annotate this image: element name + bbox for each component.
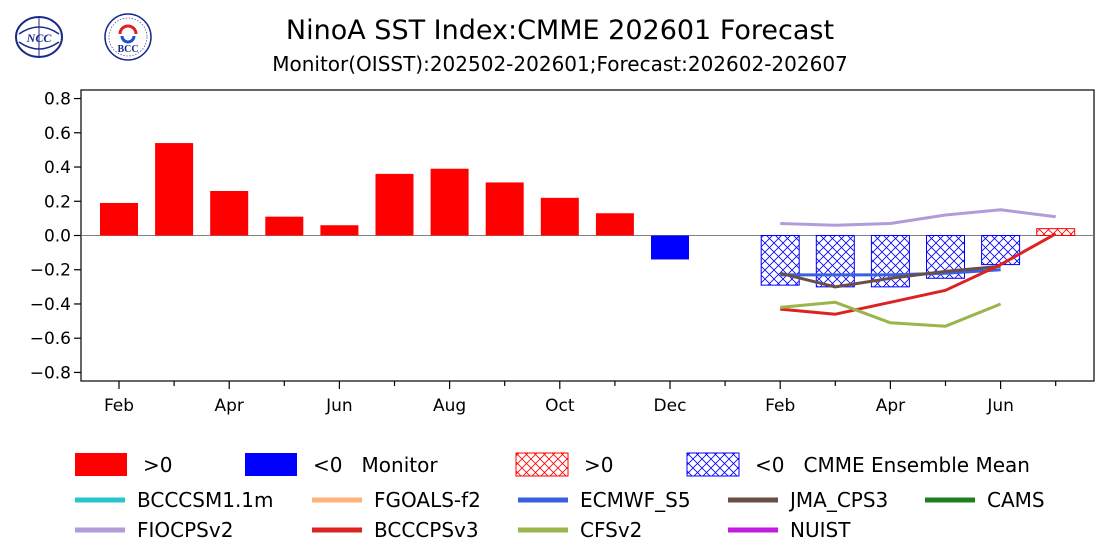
legend-line-label: FIOCPSv2: [137, 518, 233, 542]
model-line-ecmwf-s5: [780, 268, 1001, 277]
y-tick-label: 0.2: [44, 192, 71, 212]
ensemble-mean-bar: [981, 235, 1021, 266]
monitor-bar: [155, 143, 194, 236]
legend-line-label: JMA_CPS3: [788, 488, 888, 512]
legend-patch: [75, 453, 127, 476]
legend-line-label: CAMS: [987, 488, 1045, 512]
y-tick-label: 0.8: [44, 90, 71, 110]
x-tick-label: Oct: [545, 396, 575, 416]
x-tick-label: Feb: [104, 396, 134, 416]
x-tick-label: Jun: [325, 396, 353, 416]
x-tick-label: Aug: [433, 396, 466, 416]
y-tick-label: −0.4: [30, 295, 71, 315]
model-line-bcccpsv3: [780, 232, 1057, 316]
ncc-logo: NCC: [15, 16, 63, 58]
legend-label: <0 CMME Ensemble Mean: [755, 453, 1030, 477]
legend-label: <0 Monitor: [313, 453, 438, 477]
chart-subtitle: Monitor(OISST):202502-202601;Forecast:20…: [272, 52, 848, 76]
monitor-bar: [485, 182, 524, 236]
y-tick-label: −0.8: [30, 363, 71, 383]
model-line-jma-cps3: [779, 264, 1001, 289]
monitor-bar: [100, 202, 138, 236]
x-tick-label: Jun: [986, 396, 1014, 416]
monitor-bar: [210, 190, 249, 236]
monitor-bar: [651, 235, 689, 260]
monitor-bar: [430, 168, 469, 236]
x-tick-label: Apr: [214, 396, 243, 416]
y-tick-label: 0.0: [44, 227, 71, 247]
model-line-fiocpsv2: [780, 208, 1056, 227]
monitor-bar: [595, 213, 634, 236]
monitor-bar: [265, 216, 304, 236]
legend-line-label: CFSv2: [580, 518, 642, 542]
model-line-cfsv2: [780, 300, 1002, 328]
chart-title: NinoA SST Index:CMME 202601 Forecast: [285, 15, 835, 46]
monitor-bar: [320, 225, 359, 236]
bcc-logo-text: BCC: [117, 44, 138, 55]
monitor-bar: [540, 197, 579, 236]
monitor-bar: [375, 173, 414, 236]
x-tick-label: Apr: [876, 396, 905, 416]
legend-line-label: BCCCSM1.1m: [137, 488, 274, 512]
y-tick-label: −0.2: [30, 261, 71, 281]
legend-line-label: NUIST: [790, 518, 851, 542]
legend-line-label: BCCCPSv3: [374, 518, 479, 542]
legend-label: >0: [143, 453, 172, 477]
y-tick-label: 0.6: [44, 124, 71, 144]
x-tick-label: Feb: [765, 396, 795, 416]
x-tick-label: Dec: [654, 396, 687, 416]
y-tick-label: −0.6: [30, 329, 71, 349]
y-tick-label: 0.4: [44, 158, 71, 178]
bcc-logo: BCC: [104, 13, 152, 61]
ensemble-mean-bar: [815, 235, 855, 288]
ncc-logo-text: NCC: [26, 31, 53, 45]
legend-line-label: FGOALS-f2: [374, 488, 481, 512]
legend-patch: [245, 453, 297, 476]
legend-line-label: ECMWF_S5: [580, 488, 691, 512]
legend-patch: [686, 452, 740, 477]
legend-label: >0: [584, 453, 613, 477]
legend-patch: [515, 452, 569, 477]
